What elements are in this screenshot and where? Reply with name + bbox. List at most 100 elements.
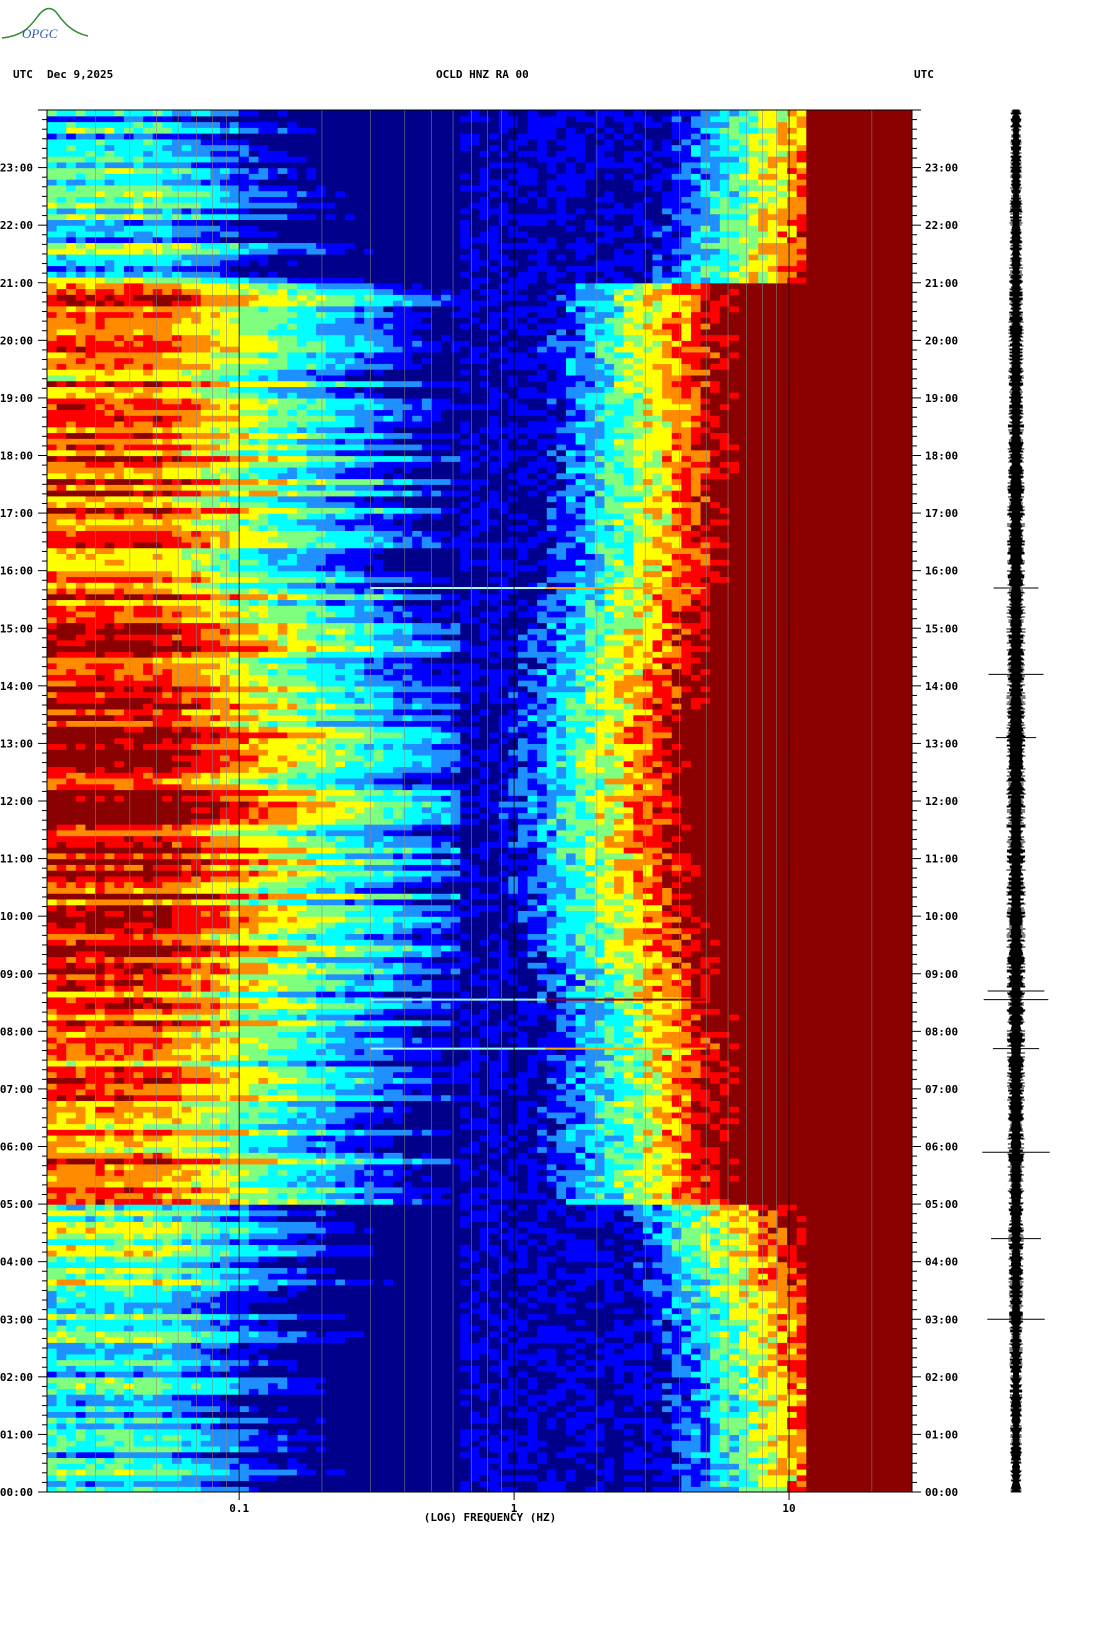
heatmap-cell (85, 1354, 95, 1360)
heatmap-cell (422, 1446, 432, 1452)
heatmap-cell (883, 1319, 893, 1325)
heatmap-cell (201, 1377, 211, 1383)
heatmap-cell (624, 1233, 634, 1239)
heatmap-cell (105, 1457, 115, 1463)
heatmap-cell (134, 1475, 144, 1481)
heatmap-cell (643, 1193, 653, 1199)
heatmap-cell (537, 1187, 547, 1193)
heatmap-cell (604, 1383, 614, 1389)
heatmap-cell (182, 1175, 192, 1181)
heatmap-cell (403, 1210, 413, 1216)
heatmap-cell (633, 1371, 643, 1377)
heatmap-cell (76, 1267, 86, 1273)
heatmap-cell (662, 1198, 672, 1204)
heatmap-cell (835, 1463, 845, 1469)
heatmap-cell (835, 1348, 845, 1354)
heatmap-cell (691, 1262, 701, 1268)
heatmap-cell (576, 1233, 586, 1239)
heatmap-cell (47, 1239, 57, 1245)
heatmap-cell (47, 1193, 57, 1199)
heatmap-cell (210, 1394, 220, 1400)
heatmap-cell (845, 1417, 855, 1423)
heatmap-cell (297, 1204, 307, 1210)
heatmap-cell (758, 1400, 768, 1406)
heatmap-cell (124, 1463, 134, 1469)
heatmap-cell (556, 1475, 566, 1481)
heatmap-cell (95, 1325, 105, 1331)
heatmap-cell (691, 1308, 701, 1314)
heatmap-cell (57, 1296, 67, 1302)
heatmap-cell (864, 1250, 874, 1256)
heatmap-cell (566, 1354, 576, 1360)
heatmap-cell (499, 1417, 509, 1423)
heatmap-cell (729, 1273, 739, 1279)
heatmap-cell (249, 1446, 259, 1452)
heatmap-cell (451, 1193, 461, 1199)
heatmap-cell (431, 1302, 441, 1308)
heatmap-cell (662, 1221, 672, 1227)
heatmap-cell (95, 1394, 105, 1400)
heatmap-cell (258, 1434, 268, 1440)
heatmap-cell (355, 1406, 365, 1412)
heatmap-cell (749, 1365, 759, 1371)
heatmap-cell (864, 1221, 874, 1227)
heatmap-cell (547, 1262, 557, 1268)
heatmap-cell (604, 1469, 614, 1475)
heatmap-cell (576, 1394, 586, 1400)
heatmap-cell (460, 1239, 470, 1245)
heatmap-cell (335, 1170, 345, 1176)
heatmap-cell (816, 1411, 826, 1417)
heatmap-cell (412, 1175, 422, 1181)
heatmap-cell (835, 1331, 845, 1337)
heatmap-cell (643, 1383, 653, 1389)
heatmap-cell (854, 1423, 864, 1429)
heatmap-cell (230, 1325, 240, 1331)
heatmap-cell (806, 1400, 816, 1406)
heatmap-cell (758, 1452, 768, 1458)
heatmap-cell (383, 1296, 393, 1302)
heatmap-cell (624, 1406, 634, 1412)
heatmap-cell (518, 1250, 528, 1256)
heatmap-cell (210, 1319, 220, 1325)
heatmap-cell (66, 1308, 76, 1314)
heatmap-cell (797, 1342, 807, 1348)
heatmap-cell (278, 1342, 288, 1348)
heatmap-cell (383, 1331, 393, 1337)
heatmap-cell (297, 1239, 307, 1245)
heatmap-cell (239, 1262, 249, 1268)
heatmap-cell (403, 1193, 413, 1199)
heatmap-cell (614, 1267, 624, 1273)
heatmap-cell (182, 1354, 192, 1360)
heatmap-cell (604, 1360, 614, 1366)
heatmap-cell (777, 1429, 787, 1435)
heatmap-cell (528, 1227, 538, 1233)
heatmap-cell (797, 1457, 807, 1463)
heatmap-cell (835, 1262, 845, 1268)
heatmap-cell (114, 1279, 124, 1285)
heatmap-cell (777, 1411, 787, 1417)
heatmap-cell (653, 1394, 663, 1400)
heatmap-cell (105, 1204, 115, 1210)
heatmap-cell (374, 1354, 384, 1360)
heatmap-cell (182, 1227, 192, 1233)
heatmap-cell (518, 1239, 528, 1245)
heatmap-cell (797, 1296, 807, 1302)
heatmap-cell (230, 1233, 240, 1239)
heatmap-cell (854, 1302, 864, 1308)
heatmap-cell (162, 1377, 172, 1383)
heatmap-cell (76, 1273, 86, 1279)
heatmap-cell (412, 1313, 422, 1319)
heatmap-cell (105, 1325, 115, 1331)
heatmap-cell (701, 1204, 711, 1210)
heatmap-cell (162, 1193, 172, 1199)
heatmap-cell (816, 1457, 826, 1463)
heatmap-cell (499, 1290, 509, 1296)
heatmap-cell (239, 1198, 249, 1204)
heatmap-cell (537, 1250, 547, 1256)
heatmap-cell (662, 1475, 672, 1481)
heatmap-cell (412, 1440, 422, 1446)
heatmap-cell (729, 1296, 739, 1302)
heatmap-cell (480, 1262, 490, 1268)
heatmap-cell (460, 1446, 470, 1452)
heatmap-cell (883, 1285, 893, 1291)
